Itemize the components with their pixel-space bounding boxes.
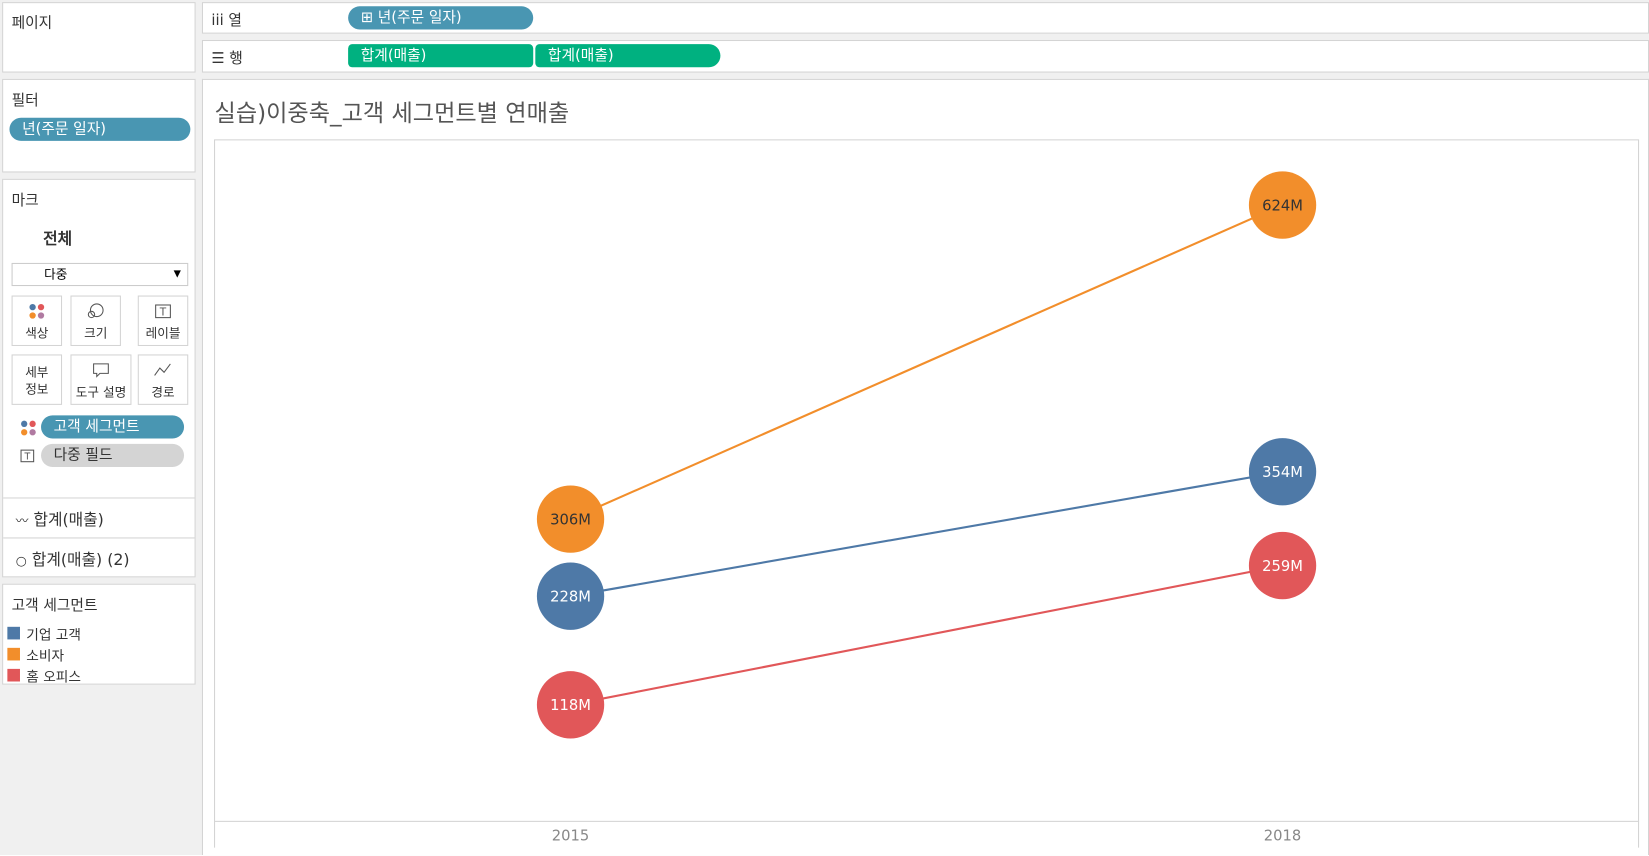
size-button[interactable]: 크기 bbox=[70, 295, 121, 347]
legend-swatch bbox=[7, 668, 20, 682]
label-field-pill[interactable]: 다중 필드 bbox=[41, 443, 185, 467]
button-label: 색상 bbox=[25, 326, 49, 341]
data-label: 118M bbox=[550, 697, 591, 714]
measure-text: 합계(매출) bbox=[33, 510, 104, 530]
divider bbox=[3, 497, 195, 499]
label-icon: T bbox=[20, 449, 35, 463]
marks-title: 마크 bbox=[11, 192, 39, 210]
marks-card: 마크 전체 다중 ▼ 색상 크기 T 레이블 세부 정보 도구 설명 경로 고객 세… bbox=[2, 178, 196, 578]
view-panel: 실습)이중축_고객 세그먼트별 연매출 2015 2018 228M 354M 306M… bbox=[201, 78, 1649, 856]
legend-label: 기업 고객 bbox=[26, 627, 81, 644]
legend-item[interactable]: 기업 고객 bbox=[7, 623, 81, 644]
data-label: 354M bbox=[1262, 464, 1303, 481]
series-line bbox=[570, 564, 1283, 706]
data-circle bbox=[536, 562, 605, 630]
measure-tab[interactable]: 〰 합계(매출) bbox=[15, 510, 104, 530]
rows-label: ☰ 행 bbox=[211, 50, 243, 68]
data-label: 624M bbox=[1262, 197, 1303, 214]
color-field-pill[interactable]: 고객 세그먼트 bbox=[41, 415, 185, 439]
data-label: 306M bbox=[550, 511, 591, 528]
color-button[interactable]: 색상 bbox=[11, 295, 63, 347]
svg-text:T: T bbox=[23, 452, 30, 463]
button-label: 경로 bbox=[151, 384, 175, 400]
detail-button[interactable]: 세부 정보 bbox=[11, 354, 63, 405]
filters-title: 필터 bbox=[11, 92, 39, 110]
legend-label: 홈 오피스 bbox=[26, 669, 81, 686]
button-label: 도구 설명 bbox=[75, 384, 127, 400]
rows-label-text: 행 bbox=[229, 50, 243, 68]
legend-item[interactable]: 소비자 bbox=[7, 644, 81, 665]
mark-type-dropdown[interactable]: 다중 ▼ bbox=[11, 262, 189, 287]
button-label: 크기 bbox=[84, 326, 108, 341]
measure-tab[interactable]: ○ 합계(매출) (2) bbox=[15, 550, 130, 569]
row-pill[interactable]: 합계(매출) bbox=[535, 44, 721, 68]
legend-swatch bbox=[7, 647, 20, 661]
tooltip-button[interactable]: 도구 설명 bbox=[70, 354, 132, 405]
legend-label: 소비자 bbox=[26, 648, 65, 665]
measure-text: 합계(매출) (2) bbox=[31, 550, 130, 569]
svg-text:T: T bbox=[159, 307, 167, 319]
data-label: 228M bbox=[550, 588, 591, 605]
x-tick-label: 2018 bbox=[1264, 827, 1301, 844]
button-label: 세부 정보 bbox=[25, 364, 49, 397]
color-icon bbox=[21, 420, 36, 436]
mark-type: 다중 bbox=[44, 267, 68, 282]
x-tick-label: 2015 bbox=[552, 827, 589, 844]
data-circle bbox=[1248, 438, 1317, 506]
filter-pill[interactable]: 년(주문 일자) bbox=[9, 117, 191, 141]
divider bbox=[3, 537, 195, 539]
columns-label: iii 열 bbox=[211, 12, 242, 30]
data-circle bbox=[1248, 171, 1317, 239]
rows-shelf: ☰ 행 합계(매출) 합계(매출) bbox=[201, 39, 1649, 73]
path-button[interactable]: 경로 bbox=[137, 354, 189, 405]
legend-swatch bbox=[7, 626, 20, 640]
series-line bbox=[570, 204, 1283, 521]
button-label: 레이블 bbox=[145, 326, 181, 341]
plot-frame bbox=[214, 139, 1640, 822]
data-circle bbox=[1248, 531, 1317, 600]
pages-card: 페이지 bbox=[2, 2, 196, 73]
data-circle bbox=[536, 671, 605, 739]
label-button[interactable]: T 레이블 bbox=[137, 295, 189, 347]
data-label: 259M bbox=[1262, 558, 1303, 575]
legend-title: 고객 세그먼트 bbox=[11, 597, 98, 615]
pill-text: 년(주문 일자) bbox=[377, 9, 462, 27]
column-pill[interactable]: ⊞ 년(주문 일자) bbox=[348, 6, 534, 30]
chart-title: 실습)이중축_고객 세그먼트별 연매출 bbox=[214, 100, 570, 128]
columns-label-text: 열 bbox=[228, 12, 242, 30]
filters-card: 필터 년(주문 일자) bbox=[2, 78, 196, 173]
legend-item[interactable]: 홈 오피스 bbox=[7, 665, 81, 686]
row-pill[interactable]: 합계(매출) bbox=[348, 44, 534, 68]
series-line bbox=[570, 470, 1283, 598]
chart: 2015 2018 228M 354M 306M 624M 118M 259M bbox=[214, 139, 1640, 848]
marks-tab: 전체 bbox=[43, 229, 73, 249]
columns-shelf: iii 열 ⊞ 년(주문 일자) bbox=[201, 2, 1649, 34]
data-circle bbox=[536, 485, 605, 553]
pages-title: 페이지 bbox=[11, 14, 53, 32]
